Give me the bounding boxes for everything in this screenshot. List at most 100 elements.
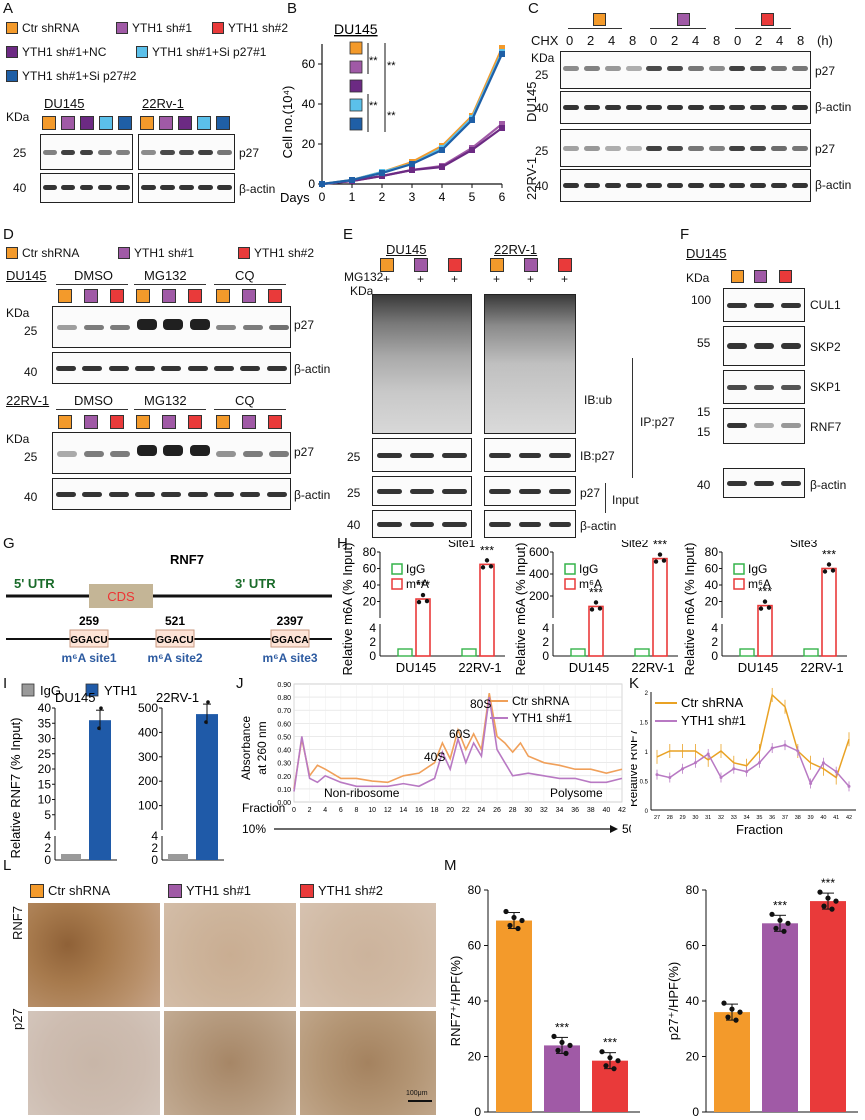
a-lane-square bbox=[118, 116, 132, 130]
j-xtick: 6 bbox=[339, 807, 343, 814]
j-xtick: 42 bbox=[618, 807, 626, 814]
m-dot bbox=[503, 908, 509, 915]
m-dot bbox=[737, 1009, 743, 1015]
h-dot bbox=[424, 598, 430, 604]
h-ytick: 20 bbox=[363, 595, 377, 609]
h-ytick: 600 bbox=[529, 545, 549, 559]
blot-band bbox=[770, 146, 787, 151]
b-sig: ** bbox=[369, 55, 378, 67]
blot-band bbox=[179, 185, 194, 190]
blot-band bbox=[97, 185, 112, 190]
k-xtick: 29 bbox=[680, 815, 686, 821]
blot-band bbox=[115, 150, 130, 155]
e-plus: + bbox=[451, 272, 459, 286]
blot-band bbox=[110, 451, 130, 457]
d-b1: p27 bbox=[294, 318, 315, 332]
m-bar bbox=[762, 923, 798, 1112]
blot-band bbox=[108, 492, 129, 497]
d-dmso: DMSO bbox=[74, 268, 113, 283]
g-position: 2397 bbox=[277, 614, 304, 628]
m-dot bbox=[721, 1000, 727, 1006]
a-lane-square bbox=[140, 116, 154, 130]
k-ytick: 0 bbox=[645, 809, 649, 815]
b-xtick: 1 bbox=[349, 190, 356, 204]
h-dot bbox=[653, 559, 659, 564]
f-mw2: 55 bbox=[697, 336, 711, 350]
l-row-p27: p27 bbox=[10, 1008, 25, 1030]
blot-band bbox=[729, 146, 746, 151]
blot-c-actin-22 bbox=[560, 169, 811, 202]
k-xtick: 31 bbox=[705, 815, 711, 821]
blot-band bbox=[753, 343, 775, 349]
h-legend-igg: IgG bbox=[748, 562, 767, 576]
blot-band bbox=[266, 492, 287, 497]
legend-sh1: YTH1 sh#1 bbox=[116, 21, 192, 35]
blot-band bbox=[646, 183, 663, 188]
blot-band bbox=[518, 489, 542, 494]
b-point bbox=[439, 147, 445, 153]
blot-band bbox=[161, 366, 182, 371]
k-xtick: 37 bbox=[782, 815, 788, 821]
blot-band bbox=[667, 146, 683, 151]
i-bar-yth1 bbox=[196, 714, 218, 860]
f-b2: SKP2 bbox=[810, 340, 841, 354]
j-xtick: 12 bbox=[384, 807, 392, 814]
blot-f-skp2 bbox=[723, 326, 805, 366]
blot-band bbox=[780, 385, 801, 390]
m-dot bbox=[515, 925, 521, 932]
blot-band bbox=[750, 183, 766, 188]
e-mw3: 40 bbox=[347, 518, 361, 532]
blot-band bbox=[141, 185, 156, 190]
e-plus: + bbox=[527, 272, 535, 286]
c-timepoint: 8 bbox=[629, 33, 637, 48]
blot-band bbox=[43, 185, 57, 190]
d-cell2: 22RV-1 bbox=[6, 393, 50, 408]
b-legend-square bbox=[349, 60, 363, 74]
d-mg132: MG132 bbox=[144, 268, 187, 283]
j-xtick: 2 bbox=[308, 807, 312, 814]
ihc-rnf7-ctr bbox=[28, 903, 160, 1007]
blot-f-cul1 bbox=[723, 288, 805, 322]
blot-band bbox=[687, 183, 704, 188]
e-plus: + bbox=[417, 272, 425, 286]
ihc-p27-ctr bbox=[28, 1011, 160, 1115]
d-lane-square bbox=[268, 289, 282, 303]
b-sig: ** bbox=[387, 60, 396, 72]
blot-band bbox=[269, 451, 289, 457]
a-lane-square bbox=[159, 116, 173, 130]
h-bar-m6a bbox=[479, 563, 495, 657]
d-cell1: DU145 bbox=[6, 268, 47, 283]
i-ytick: 300 bbox=[138, 750, 158, 764]
h-sig: *** bbox=[822, 548, 836, 562]
i-dot bbox=[204, 720, 208, 724]
b-xtick: 6 bbox=[499, 190, 506, 204]
h-title: Site1 bbox=[448, 540, 476, 550]
i-ytick: 200 bbox=[138, 774, 158, 788]
blot-band bbox=[198, 150, 213, 155]
h-legend-igg: IgG bbox=[579, 562, 598, 576]
blot-band bbox=[83, 451, 104, 457]
e-ibub: IB:ub bbox=[584, 393, 613, 407]
blot-a-actin-du145 bbox=[40, 173, 133, 203]
h-ytick: 40 bbox=[363, 578, 377, 592]
blot-band bbox=[750, 66, 766, 71]
blot-band bbox=[791, 146, 808, 151]
blot-band bbox=[548, 522, 572, 527]
j-xtick: 22 bbox=[462, 807, 470, 814]
blot-band bbox=[376, 489, 402, 494]
c-kda: KDa bbox=[531, 51, 555, 65]
m-dot bbox=[551, 1033, 557, 1039]
h-dot bbox=[589, 607, 595, 612]
c-sq-sh1 bbox=[677, 13, 690, 26]
i-title: 22RV-1 bbox=[156, 690, 199, 705]
b-xtick: 5 bbox=[469, 190, 476, 204]
blot-band bbox=[82, 366, 103, 371]
k-ytick: 1 bbox=[645, 750, 649, 756]
c-cell-22rv1: 22RV-1 bbox=[524, 156, 539, 200]
j-xtick: 0 bbox=[292, 807, 296, 814]
blot-band bbox=[646, 146, 663, 151]
h-sig: *** bbox=[480, 543, 494, 557]
e-lane-square bbox=[448, 258, 462, 272]
k-ytick: 2 bbox=[645, 691, 649, 697]
d-kda1: KDa bbox=[6, 306, 30, 320]
